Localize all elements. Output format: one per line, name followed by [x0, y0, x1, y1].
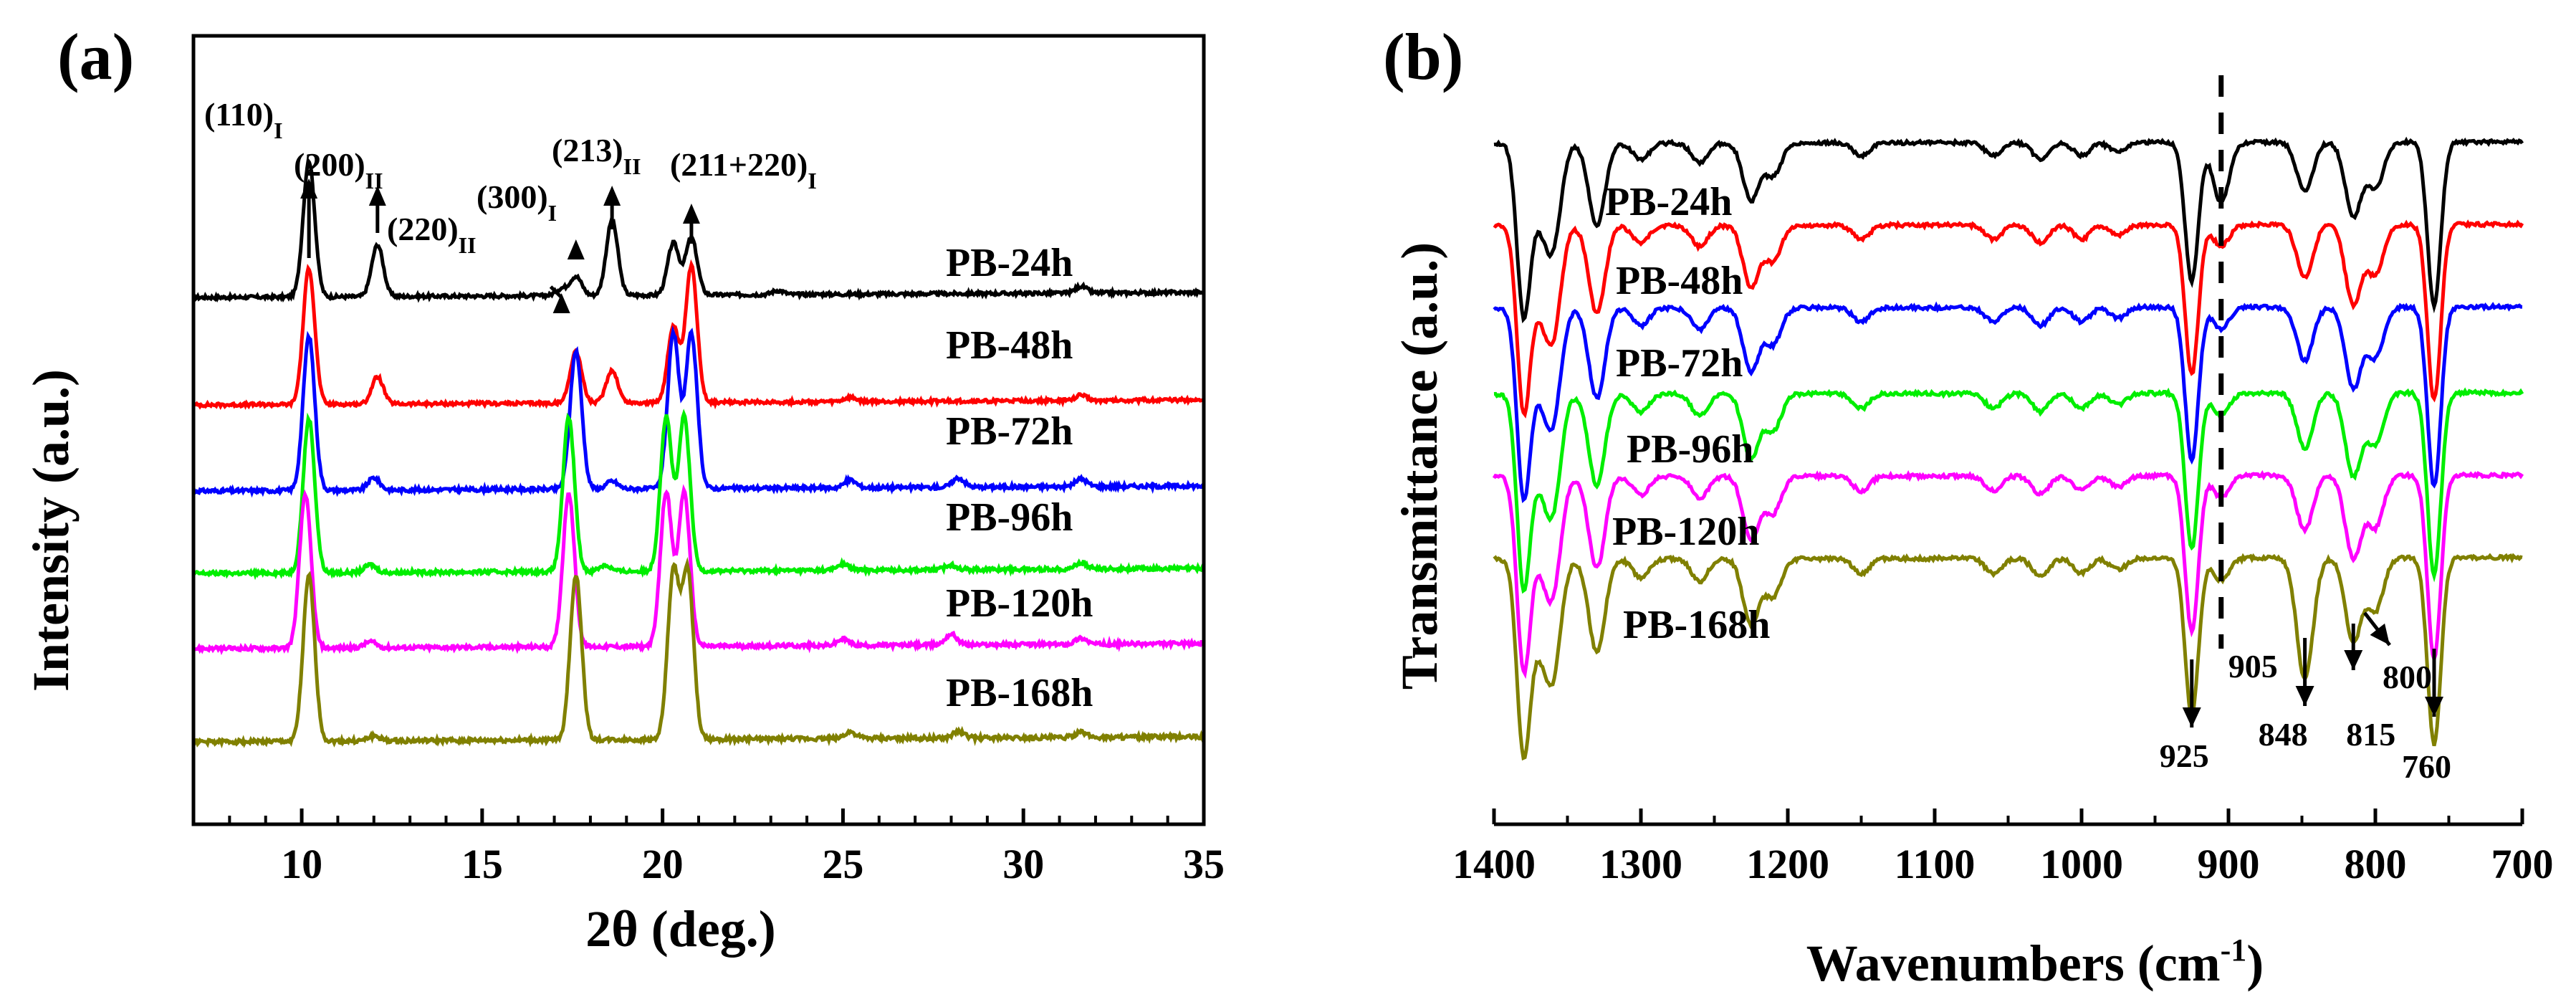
ftir-series-label: PB-120h: [1612, 510, 1759, 554]
band-label: 760: [2402, 748, 2451, 785]
xrd-trace-PB-120h: [192, 484, 1205, 656]
peak-label-hkl: (110): [204, 96, 274, 133]
ftir-trace-PB-24h: [1493, 136, 2524, 324]
x-tick-label: 1400: [1452, 841, 1536, 887]
band-arrow-head: [2344, 650, 2363, 670]
band-label: 848: [2259, 716, 2308, 753]
panel-b: (b) Transmittance (a.u.) Wavenumbers (cm…: [1383, 20, 2554, 992]
x-tick-label: 35: [1183, 841, 1225, 887]
x-tick-label: 900: [2198, 841, 2260, 887]
peak-label-hkl: (211+220): [670, 146, 808, 183]
x-tick-label: 10: [281, 841, 322, 887]
peak-label: (220)II: [387, 211, 477, 258]
xrd-trace-PB-48h: [191, 259, 1205, 411]
ftir-trace-PB-168h: [1493, 553, 2523, 761]
panel-a-label: (a): [57, 20, 134, 93]
ftir-trace-PB-96h: [1493, 387, 2524, 594]
x-tick-label: 800: [2345, 841, 2407, 887]
peak-label-phase: II: [365, 168, 383, 194]
peak-arrow-shaft: [549, 285, 563, 299]
panel-b-ticks: 1400 1300 1200 1100 1000 900 800 700: [1452, 808, 2554, 887]
xrd-trace-PB-72h: [192, 325, 1205, 498]
ftir-series-label: PB-96h: [1627, 427, 1753, 472]
panel-a-ticks: 10 15 20 25 30 35: [228, 808, 1225, 887]
band-arrow-head: [2425, 697, 2443, 717]
peak-arrow-head: [682, 204, 700, 224]
peak-arrow-head: [552, 293, 570, 313]
band-label: 815: [2346, 716, 2395, 753]
x-tick-label: 1000: [2040, 841, 2123, 887]
peak-label-phase: II: [459, 232, 477, 258]
panel-a-ylabel: Intensity (a.u.): [22, 369, 80, 692]
band-arrow-head: [2370, 623, 2390, 645]
xrd-series-label: PB-120h: [946, 581, 1093, 626]
panel-b-xlabel-end: ): [2246, 935, 2264, 992]
peak-label-phase: II: [623, 153, 641, 179]
panel-a-xlabel: 2θ (deg.): [585, 900, 776, 958]
peak-label-phase: I: [808, 168, 816, 194]
x-tick-label: 30: [1002, 841, 1044, 887]
band-label: 800: [2383, 659, 2432, 695]
x-tick-label: 25: [822, 841, 863, 887]
x-tick-label: 15: [461, 841, 503, 887]
x-tick-label: 1200: [1746, 841, 1829, 887]
ftir-trace-PB-72h: [1493, 301, 2523, 503]
ftir-trace-PB-120h: [1492, 469, 2524, 679]
xrd-series-label: PB-72h: [946, 409, 1073, 454]
panel-a-traces: [191, 156, 1205, 749]
peak-label: (211+220)I: [670, 146, 817, 194]
peak-label-hkl: (200): [294, 146, 365, 183]
band-arrow-head: [2182, 707, 2201, 728]
peak-label: (200)II: [294, 146, 383, 194]
ftir-series-label: PB-48h: [1616, 259, 1743, 303]
xrd-series-label: PB-168h: [946, 671, 1093, 715]
ftir-series-label: PB-24h: [1605, 180, 1732, 224]
xrd-trace-PB-96h: [192, 409, 1205, 581]
peak-label-phase: I: [548, 200, 557, 226]
peak-label-hkl: (213): [552, 132, 623, 168]
panel-a-series-labels: PB-24h PB-48h PB-72h PB-96h PB-120h PB-168h: [946, 241, 1093, 715]
xrd-trace-PB-24h: [193, 156, 1205, 303]
ftir-series-label: PB-72h: [1616, 341, 1743, 386]
panel-b-xlabel-main: Wavenumbers (cm: [1806, 935, 2221, 992]
band-label: 925: [2160, 738, 2209, 774]
x-tick-label: 1300: [1599, 841, 1682, 887]
peak-label-hkl: (300): [477, 178, 548, 215]
x-tick-label: 20: [642, 841, 684, 887]
panel-b-traces: [1492, 136, 2524, 761]
peak-arrow-head: [368, 186, 386, 206]
peak-label: (300)I: [477, 178, 557, 226]
panel-b-xlabel-sup: -1: [2221, 932, 2247, 968]
panel-b-band-annotations: 925 905 848 815 800 760: [2160, 75, 2451, 785]
peak-label: (213)II: [552, 132, 641, 179]
panel-b-xlabel: Wavenumbers (cm-1): [1806, 932, 2264, 992]
x-tick-label: 700: [2491, 841, 2554, 887]
peak-arrow-head: [567, 239, 585, 259]
panel-a-peak-annotations: (110)I(200)II(220)II(300)I(213)II (211+22…: [204, 96, 817, 313]
panel-b-series-labels: PB-24h PB-48h PB-72h PB-96h PB-120h PB-168h: [1605, 180, 1770, 647]
panel-b-ylabel: Transmittance (a.u.): [1391, 242, 1448, 690]
xrd-series-label: PB-96h: [946, 495, 1073, 540]
band-label: 905: [2228, 648, 2278, 684]
panel-a-frame: [191, 34, 1206, 826]
peak-arrow-head: [603, 186, 621, 206]
band-arrow-head: [2295, 686, 2314, 706]
peak-label-hkl: (220): [387, 211, 459, 247]
peak-label-phase: I: [274, 118, 282, 143]
peak-arrow-head: [300, 178, 318, 199]
x-tick-label: 1100: [1895, 841, 1976, 887]
xrd-trace-PB-168h: [192, 556, 1205, 749]
peak-label: (110)I: [204, 96, 283, 143]
ftir-trace-PB-48h: [1493, 219, 2524, 419]
ftir-series-label: PB-168h: [1623, 603, 1770, 647]
xrd-series-label: PB-48h: [946, 323, 1073, 368]
panel-b-label: (b): [1383, 20, 1463, 93]
panel-a: (a) Intensity (a.u.) 2θ (deg.) PB-24hPB-…: [22, 20, 1225, 958]
xrd-series-label: PB-24h: [946, 241, 1073, 285]
